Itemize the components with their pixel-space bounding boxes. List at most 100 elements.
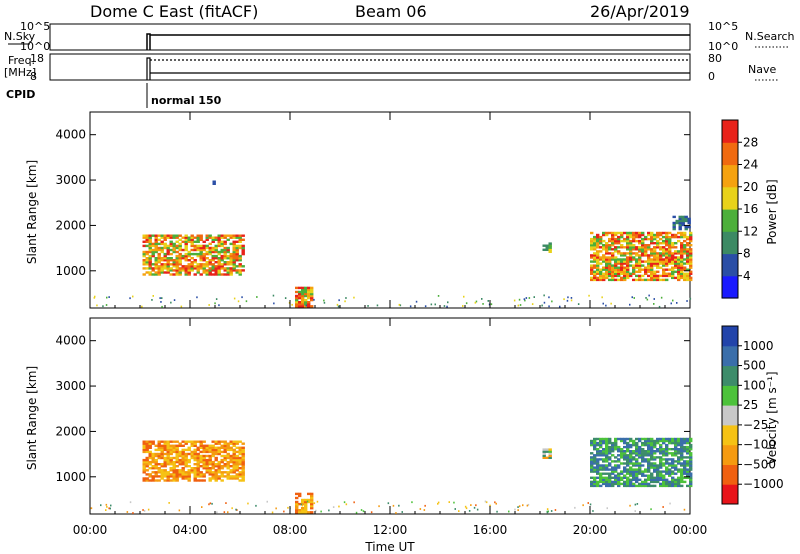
echo-cell [208, 454, 212, 458]
echo-cell [668, 262, 672, 265]
echo-cell [154, 479, 158, 482]
echo-cell [214, 269, 218, 272]
echo-cell [175, 473, 179, 476]
echo-cell [644, 244, 648, 247]
echo-cell [626, 484, 630, 488]
echo-cell [593, 466, 597, 469]
echo-cell [193, 475, 197, 478]
echo-cell [650, 466, 654, 469]
echo-cell [145, 458, 149, 462]
echo-cell [683, 476, 687, 479]
echo-cell [608, 480, 612, 484]
echo-cell [656, 441, 660, 445]
echo-cell [214, 463, 218, 466]
echo-cell [214, 246, 218, 250]
echo-cell [635, 478, 639, 481]
echo-cell [310, 294, 314, 298]
echo-cell [599, 476, 603, 479]
clutter-cell [109, 507, 111, 510]
echo-cell [623, 278, 627, 282]
echo-cell [593, 478, 597, 481]
echo-cell [665, 484, 669, 488]
echo-cell [678, 215, 682, 219]
echo-cell [665, 272, 669, 275]
echo-cell [160, 259, 164, 262]
clutter-cell [513, 299, 516, 302]
xtick-label: 04:00 [173, 523, 208, 537]
echo-cell [172, 234, 176, 237]
echo-cell [668, 235, 672, 239]
echo-cell [629, 258, 633, 261]
echo-cell [196, 475, 200, 478]
clutter-cell [102, 305, 104, 308]
echo-cell [208, 267, 212, 270]
echo-cell [596, 472, 600, 475]
echo-cell [235, 257, 239, 260]
echo-cell [611, 480, 615, 484]
echo-cell [208, 246, 212, 250]
echo-cell [145, 240, 149, 243]
echo-cell [689, 244, 693, 247]
echo-cell [602, 248, 606, 251]
echo-cell [656, 270, 660, 273]
echo-cell [629, 472, 633, 475]
echo-cell [238, 234, 242, 237]
echo-cell [220, 240, 224, 243]
echo-cell [611, 484, 615, 488]
echo-cell [617, 237, 621, 241]
echo-cell [214, 475, 218, 478]
echo-cell [169, 479, 173, 482]
echo-cell [635, 231, 639, 235]
echo-cell [184, 252, 188, 256]
clutter-cell [517, 304, 520, 307]
echo-cell [629, 437, 633, 441]
echo-cell [593, 476, 597, 479]
echo-cell [154, 273, 158, 276]
echo-cell [647, 268, 651, 271]
echo-cell [674, 468, 678, 471]
echo-cell [298, 303, 302, 306]
echo-cell [620, 472, 624, 475]
clutter-cell [548, 305, 550, 308]
clutter-cell [223, 511, 226, 513]
echo-cell [145, 473, 149, 476]
echo-cell [163, 257, 167, 260]
echo-cell [677, 450, 681, 453]
echo-cell [199, 273, 203, 276]
echo-cell [680, 441, 684, 445]
echo-cell [686, 450, 690, 453]
echo-cell [166, 442, 170, 445]
echo-cell [596, 462, 600, 465]
echo-cell [653, 466, 657, 469]
clutter-cell [546, 508, 549, 510]
echo-cell [680, 262, 684, 265]
echo-cell [611, 248, 615, 251]
echo-cell [641, 464, 645, 467]
echo-cell [611, 274, 615, 278]
echo-cell [674, 448, 678, 451]
echo-cell [638, 478, 642, 481]
echo-cell [238, 240, 242, 243]
echo-cell [659, 476, 663, 479]
echo-cell [199, 234, 203, 237]
echo-cell [157, 452, 161, 456]
echo-cell [178, 442, 182, 445]
echo-cell [199, 267, 203, 270]
echo-cell [241, 252, 245, 256]
echo-cell [644, 443, 648, 447]
echo-cell [154, 234, 158, 237]
echo-cell [605, 246, 609, 249]
clutter-cell [110, 504, 112, 507]
echo-cell [229, 442, 233, 445]
echo-cell [211, 460, 215, 464]
echo-cell [629, 484, 633, 488]
echo-cell [626, 264, 630, 267]
echo-cell [226, 475, 230, 478]
clutter-cell [543, 294, 545, 297]
echo-cell [307, 286, 311, 290]
echo-cell [665, 239, 669, 243]
echo-cell [617, 464, 621, 467]
clutter-cell [108, 296, 110, 298]
echo-cell [199, 475, 203, 478]
